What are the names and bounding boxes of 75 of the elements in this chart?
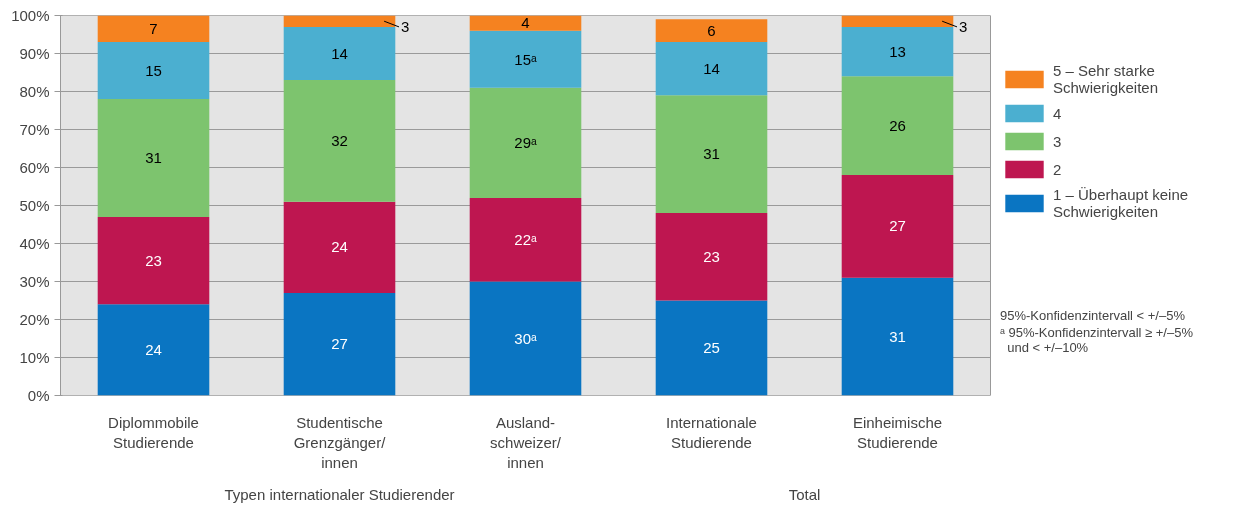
data-label: 31 <box>703 145 720 163</box>
data-label: 26 <box>889 116 906 134</box>
bar <box>841 26 954 77</box>
bar <box>283 201 396 293</box>
data-label: 22ᵃ <box>514 231 538 249</box>
data-label: 4 <box>521 14 530 32</box>
y-tick-label: 0% <box>27 387 50 404</box>
y-tick-label: 30% <box>19 273 50 290</box>
y-tick-label: 10% <box>19 349 50 366</box>
bar <box>97 42 210 100</box>
legend-label: 1 – Überhaupt keine Schwierigkeiten <box>1053 186 1189 220</box>
data-label: 15ᵃ <box>514 50 538 68</box>
data-label: 24 <box>145 340 162 358</box>
x-tick-label: Internationale Studierende <box>666 413 757 451</box>
bar <box>655 19 768 43</box>
data-label: 27 <box>889 217 906 235</box>
bar <box>97 216 210 305</box>
legend-label: 5 – Sehr starke Schwierigkeiten <box>1053 62 1159 96</box>
bar <box>97 99 210 217</box>
y-tick-label: 100% <box>11 7 50 24</box>
data-label: 24 <box>331 238 348 256</box>
data-label: 27 <box>331 335 348 353</box>
data-label: 29ᵃ <box>514 134 538 152</box>
text: 95%-Konfidenzintervall < +/–5% <box>1000 308 1186 323</box>
data-label: 6 <box>707 21 716 39</box>
x-tick-label: Diplommobile Studierende <box>108 413 199 451</box>
y-tick-label: 50% <box>19 197 50 214</box>
data-label: 7 <box>149 19 158 37</box>
bar <box>841 277 954 396</box>
text: ᵃ 95%-Konfidenzintervall ≥ +/–5% und < +/–10% <box>1000 325 1193 355</box>
legend-label: 2 <box>1053 160 1063 178</box>
data-label: 14 <box>703 59 720 77</box>
bar <box>655 213 768 301</box>
y-tick-label: 70% <box>19 121 50 138</box>
bar <box>97 15 210 43</box>
legend-label: 3 <box>1053 132 1063 150</box>
y-tick-label: 20% <box>19 311 50 328</box>
data-label: 14 <box>331 44 348 62</box>
text: Typen internationaler Studierender <box>224 485 455 503</box>
data-label: 23 <box>145 251 162 269</box>
bar <box>283 26 396 81</box>
x-tick-label: Einheimische Studierende <box>852 413 943 451</box>
bar <box>841 76 954 176</box>
legend-label: 4 <box>1053 104 1063 122</box>
y-tick-label: 60% <box>19 159 50 176</box>
y-tick-label: 80% <box>19 83 50 100</box>
data-label: 3 <box>958 17 968 35</box>
bar <box>841 175 954 278</box>
bar <box>469 197 582 282</box>
bar <box>655 300 768 396</box>
data-label: 25 <box>703 339 720 356</box>
bar <box>283 80 396 202</box>
data-label: 3 <box>400 17 410 35</box>
text: Total <box>788 485 821 503</box>
bar <box>97 304 210 396</box>
data-label: 30ᵃ <box>514 330 538 347</box>
bar <box>469 87 582 198</box>
data-label: 31 <box>889 327 906 345</box>
y-tick-label: 40% <box>19 235 50 252</box>
bar <box>655 95 768 214</box>
data-label: 15 <box>145 61 162 79</box>
bar <box>469 30 582 88</box>
bar <box>469 15 582 31</box>
x-tick-label: Ausland- schweizer/ innen <box>490 413 562 472</box>
bar <box>469 281 582 396</box>
data-label: 23 <box>703 247 720 265</box>
bar <box>655 42 768 96</box>
bar <box>283 292 396 396</box>
bar <box>283 15 396 27</box>
y-tick-label: 90% <box>19 45 50 62</box>
bar <box>841 15 954 27</box>
data-label: 31 <box>145 149 162 166</box>
data-label: 13 <box>889 42 906 60</box>
x-tick-label: Studentische Grenzgänger/ innen <box>293 413 387 472</box>
data-label: 32 <box>331 131 348 149</box>
